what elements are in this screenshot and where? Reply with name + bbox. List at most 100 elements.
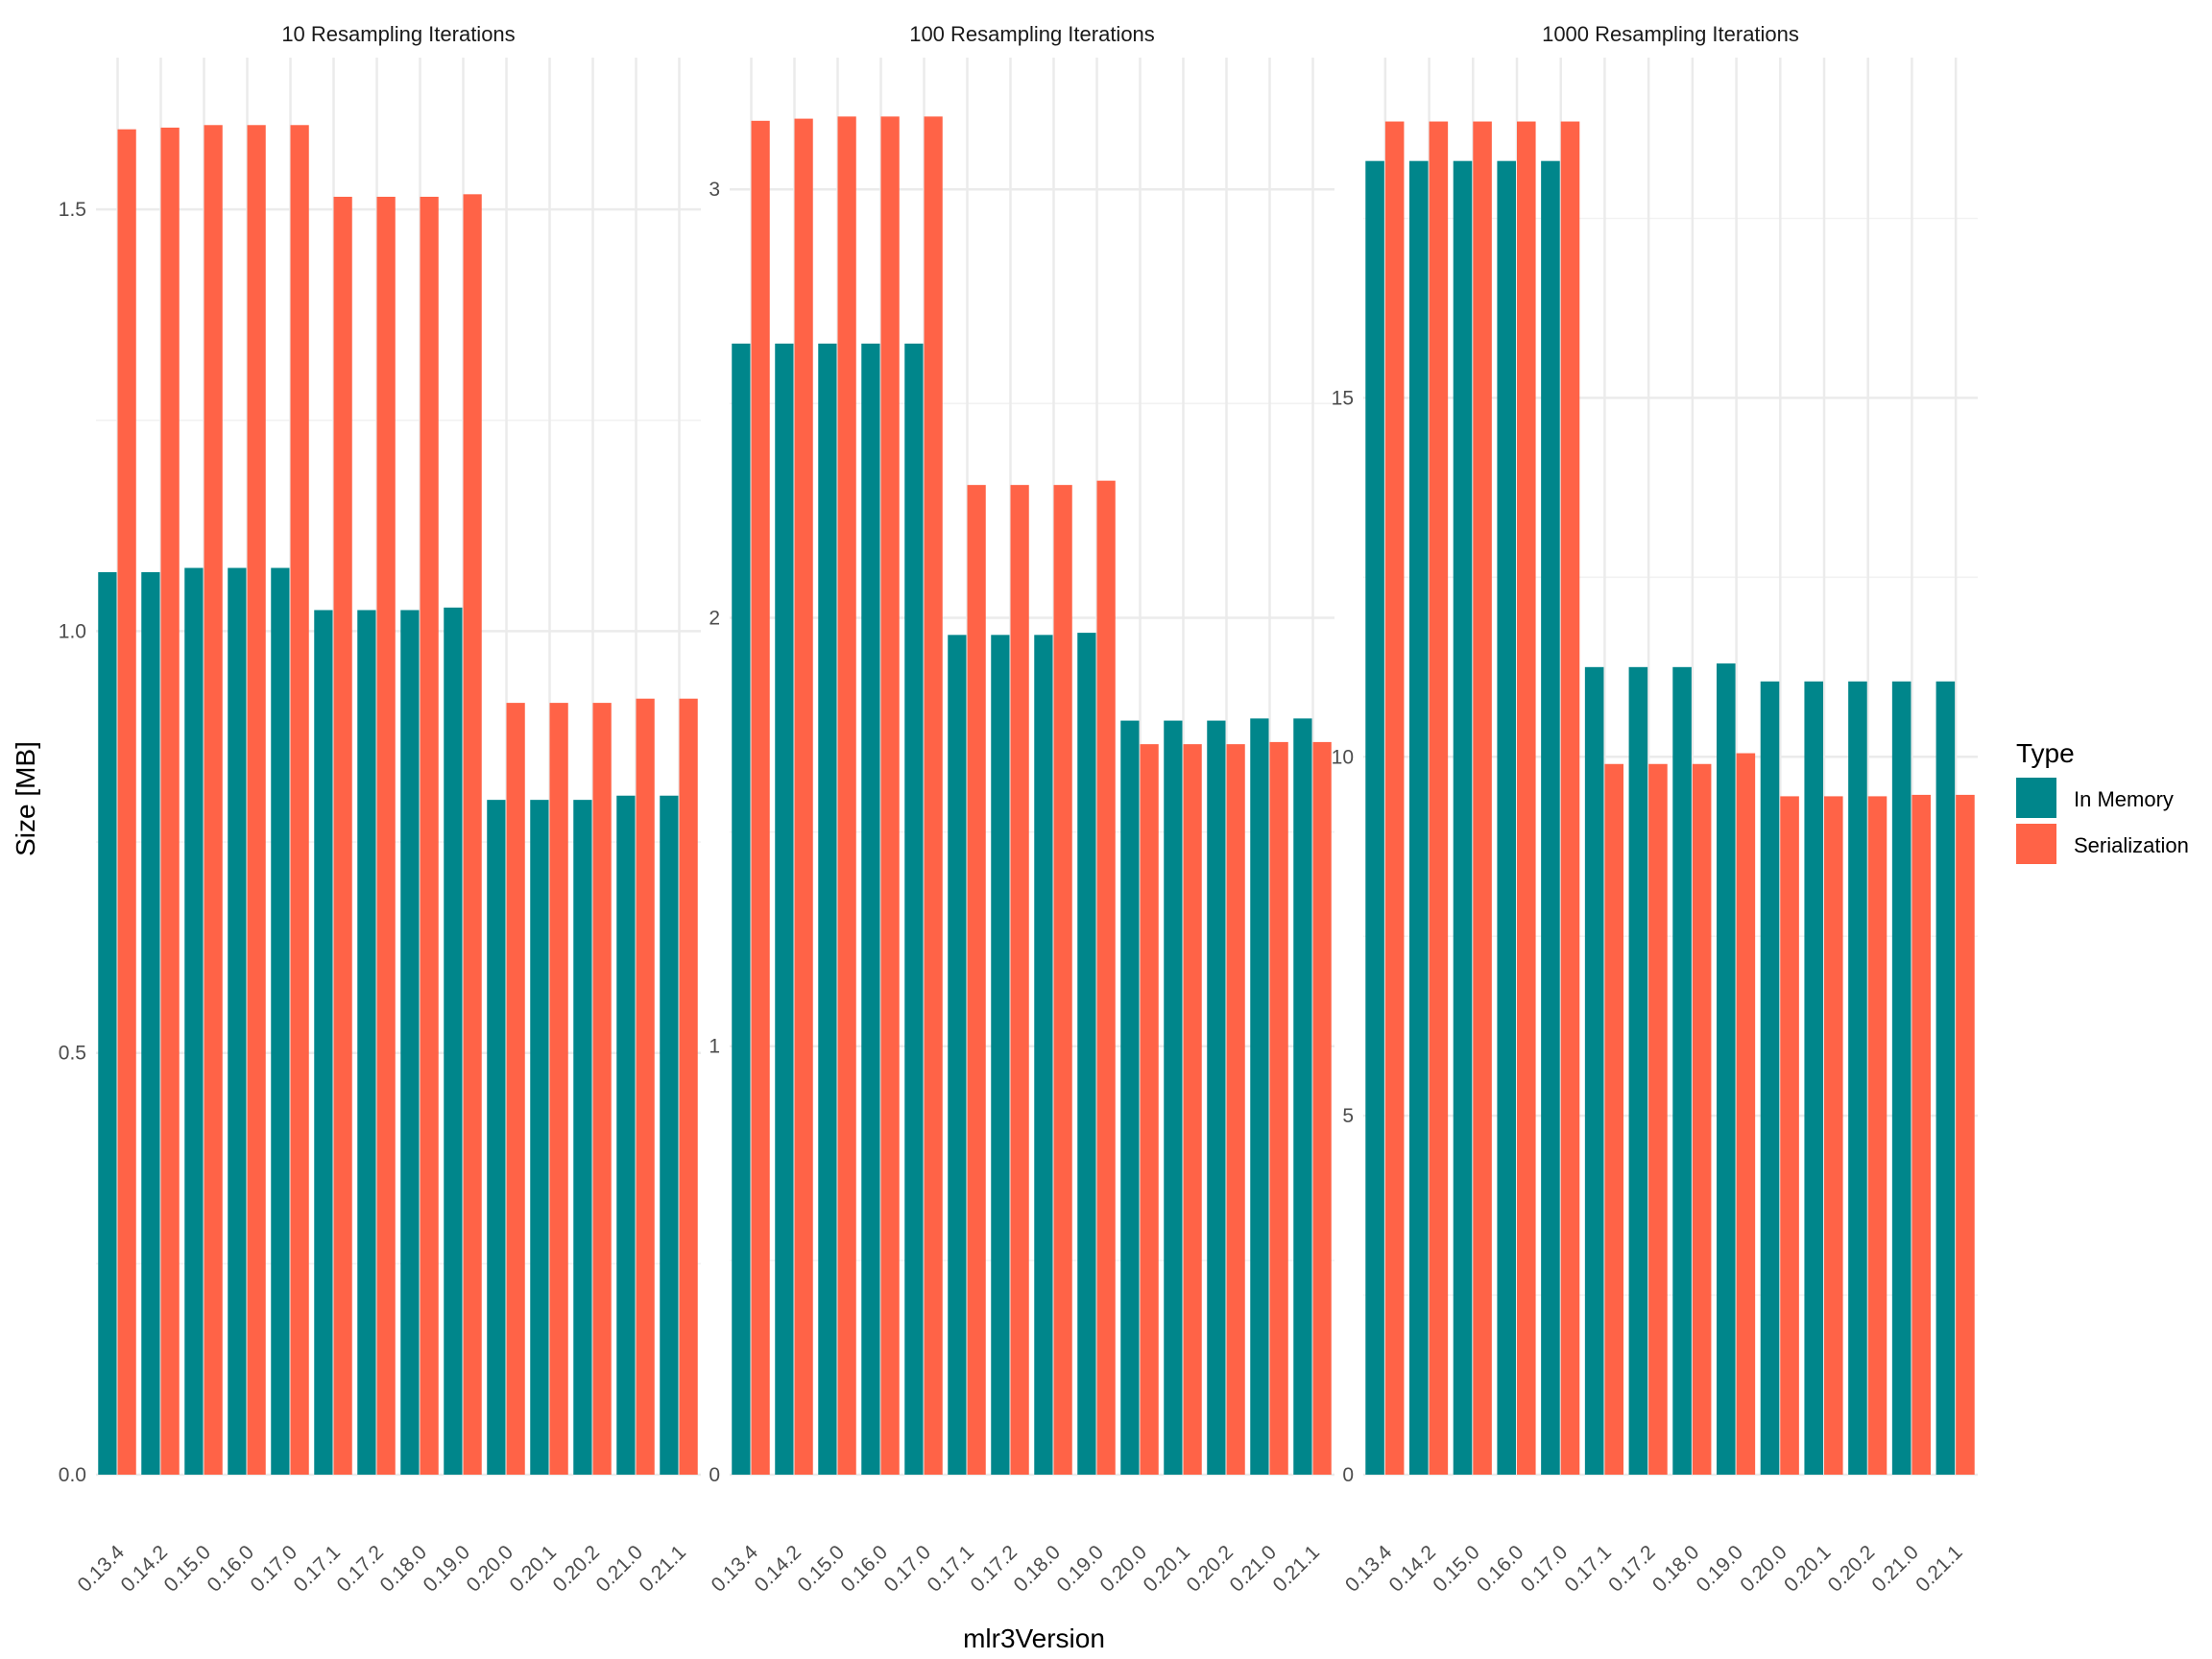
x-tick-label: 0.21.1	[1911, 1541, 1967, 1597]
bar-in-memory-0.17.2	[1628, 666, 1648, 1475]
bar-in-memory-0.13.4	[732, 343, 751, 1475]
legend: Type In Memory Serialization	[2016, 738, 2189, 864]
bar-in-memory-0.21.1	[660, 795, 679, 1475]
bar-in-memory-0.20.0	[1120, 720, 1140, 1475]
bar-in-memory-0.20.2	[1207, 720, 1226, 1475]
bar-in-memory-0.18.0	[1672, 666, 1692, 1475]
bar-serialization-0.15.0	[837, 116, 856, 1475]
bar-in-memory-0.20.2	[573, 800, 592, 1475]
y-tick-label: 10	[1332, 746, 1354, 768]
y-tick-label: 0.0	[59, 1464, 86, 1486]
x-tick-label: 0.15.0	[793, 1541, 849, 1597]
bar-serialization-0.20.1	[549, 703, 568, 1475]
x-tick-label: 0.17.1	[289, 1541, 345, 1597]
bar-in-memory-0.16.0	[1497, 160, 1516, 1475]
bar-serialization-0.17.0	[924, 116, 943, 1475]
x-tick-label: 0.21.0	[1225, 1541, 1281, 1597]
x-tick-label: 0.19.0	[1693, 1541, 1748, 1597]
bar-serialization-0.21.1	[1956, 794, 1975, 1475]
bar-serialization-0.18.0	[1053, 485, 1072, 1476]
y-tick-label: 0	[709, 1464, 720, 1486]
bar-serialization-0.14.2	[794, 118, 813, 1476]
y-tick-label: 5	[1342, 1105, 1354, 1127]
bar-in-memory-0.13.4	[1365, 160, 1384, 1475]
bar-in-memory-0.20.1	[1164, 720, 1183, 1475]
x-tick-label: 0.17.0	[1517, 1541, 1573, 1597]
bar-serialization-0.15.0	[1473, 121, 1492, 1475]
bar-in-memory-0.16.0	[228, 567, 247, 1475]
y-tick-label: 3	[709, 179, 720, 201]
bar-serialization-0.17.1	[1604, 763, 1623, 1475]
x-tick-label: 0.20.2	[1824, 1541, 1880, 1597]
bar-serialization-0.18.0	[1692, 763, 1712, 1475]
y-axis-title: Size [MB]	[11, 741, 40, 856]
bar-in-memory-0.20.1	[1804, 681, 1823, 1475]
panel-2: 100 Resampling Iterations 0 1 2 3 0.13.40.14.…	[707, 22, 1334, 1597]
x-tick-label: 0.13.4	[707, 1541, 762, 1597]
x-tick-label: 0.19.0	[419, 1541, 474, 1597]
y-tick-label: 1	[709, 1036, 720, 1058]
bar-serialization-0.20.2	[1867, 796, 1887, 1475]
bar-in-memory-0.21.1	[1293, 718, 1312, 1475]
bar-in-memory-0.18.0	[1034, 635, 1053, 1475]
bar-serialization-0.17.1	[333, 196, 352, 1476]
x-tick-label: 0.21.1	[635, 1541, 690, 1597]
x-tick-label: 0.15.0	[1429, 1541, 1484, 1597]
bar-serialization-0.17.2	[1010, 485, 1029, 1476]
x-tick-label: 0.17.2	[1604, 1541, 1660, 1597]
bar-in-memory-0.21.0	[1250, 718, 1269, 1475]
y-tick-label: 2	[709, 607, 720, 629]
panel-title: 1000 Resampling Iterations	[1542, 22, 1799, 46]
bar-serialization-0.21.0	[1269, 741, 1288, 1475]
x-tick-label: 0.18.0	[375, 1541, 431, 1597]
x-tick-label: 0.20.1	[505, 1541, 561, 1597]
legend-label-serialization: Serialization	[2074, 833, 2189, 857]
bar-in-memory-0.13.4	[98, 571, 117, 1475]
x-tick-label: 0.16.0	[836, 1541, 892, 1597]
bar-in-memory-0.17.0	[904, 343, 924, 1475]
bar-in-memory-0.17.1	[1584, 666, 1604, 1475]
bar-in-memory-0.17.0	[271, 567, 290, 1475]
legend-title: Type	[2016, 738, 2075, 768]
bar-serialization-0.20.2	[1226, 744, 1245, 1475]
bar-serialization-0.20.0	[1140, 744, 1159, 1475]
panel-title: 100 Resampling Iterations	[909, 22, 1155, 46]
x-tick-label: 0.13.4	[1341, 1541, 1397, 1597]
bar-serialization-0.19.0	[1096, 480, 1116, 1475]
bar-serialization-0.21.0	[636, 698, 655, 1475]
bar-serialization-0.19.0	[463, 194, 482, 1475]
x-tick-label: 0.17.2	[966, 1541, 1022, 1597]
bar-serialization-0.17.2	[376, 196, 396, 1476]
bar-in-memory-0.14.2	[775, 343, 794, 1475]
x-tick-label: 0.18.0	[1009, 1541, 1065, 1597]
bar-in-memory-0.17.1	[948, 635, 967, 1475]
bar-in-memory-0.17.2	[991, 635, 1010, 1475]
x-tick-label: 0.14.2	[750, 1541, 805, 1597]
bar-in-memory-0.17.0	[1541, 160, 1560, 1475]
bar-serialization-0.21.1	[679, 698, 698, 1475]
bar-in-memory-0.19.0	[444, 607, 463, 1475]
x-tick-label: 0.20.0	[1736, 1541, 1791, 1597]
panel-title: 10 Resampling Iterations	[281, 22, 515, 46]
panel-1: 10 Resampling Iterations 0.0 0.5 1.0 1.5 0.13…	[59, 22, 701, 1597]
bar-in-memory-0.15.0	[1453, 160, 1473, 1475]
x-tick-label: 0.21.0	[1867, 1541, 1923, 1597]
bar-in-memory-0.20.0	[487, 800, 506, 1475]
bar-in-memory-0.17.1	[314, 610, 333, 1475]
panels-layer: 10 Resampling Iterations 0.0 0.5 1.0 1.5 0.13…	[59, 22, 1978, 1597]
bar-serialization-0.16.0	[1517, 121, 1536, 1475]
x-tick-label: 0.20.1	[1139, 1541, 1194, 1597]
x-tick-label: 0.17.1	[923, 1541, 978, 1597]
bar-serialization-0.14.2	[1429, 121, 1449, 1475]
bar-serialization-0.20.0	[506, 703, 525, 1475]
x-tick-label: 0.15.0	[159, 1541, 215, 1597]
x-tick-label: 0.17.0	[246, 1541, 301, 1597]
x-tick-label: 0.20.1	[1780, 1541, 1836, 1597]
x-tick-label: 0.16.0	[203, 1541, 258, 1597]
x-tick-label: 0.20.0	[1095, 1541, 1151, 1597]
bar-serialization-0.20.1	[1183, 744, 1202, 1475]
x-tick-label: 0.17.1	[1560, 1541, 1616, 1597]
bar-in-memory-0.15.0	[818, 343, 837, 1475]
bar-serialization-0.21.1	[1312, 741, 1332, 1475]
x-tick-label: 0.20.0	[462, 1541, 517, 1597]
